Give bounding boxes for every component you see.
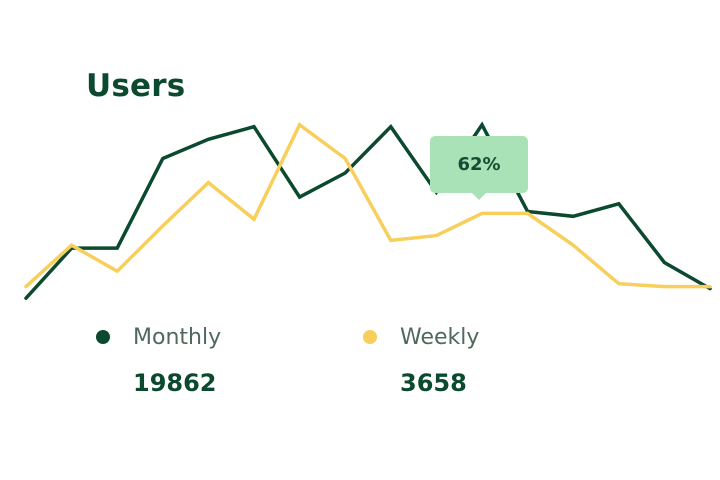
legend-value-weekly: 3658	[400, 369, 467, 397]
legend-value-monthly: 19862	[133, 369, 217, 397]
legend-dot-monthly	[96, 330, 110, 344]
data-tooltip: 62%	[430, 136, 528, 200]
series-line-weekly	[24, 122, 712, 289]
series-line-monthly	[24, 121, 712, 300]
chart-title: Users	[86, 68, 186, 104]
legend-dot-weekly	[363, 330, 377, 344]
legend-label-weekly: Weekly	[400, 325, 480, 350]
tooltip-value: 62%	[457, 154, 501, 175]
legend-label-monthly: Monthly	[133, 325, 222, 350]
